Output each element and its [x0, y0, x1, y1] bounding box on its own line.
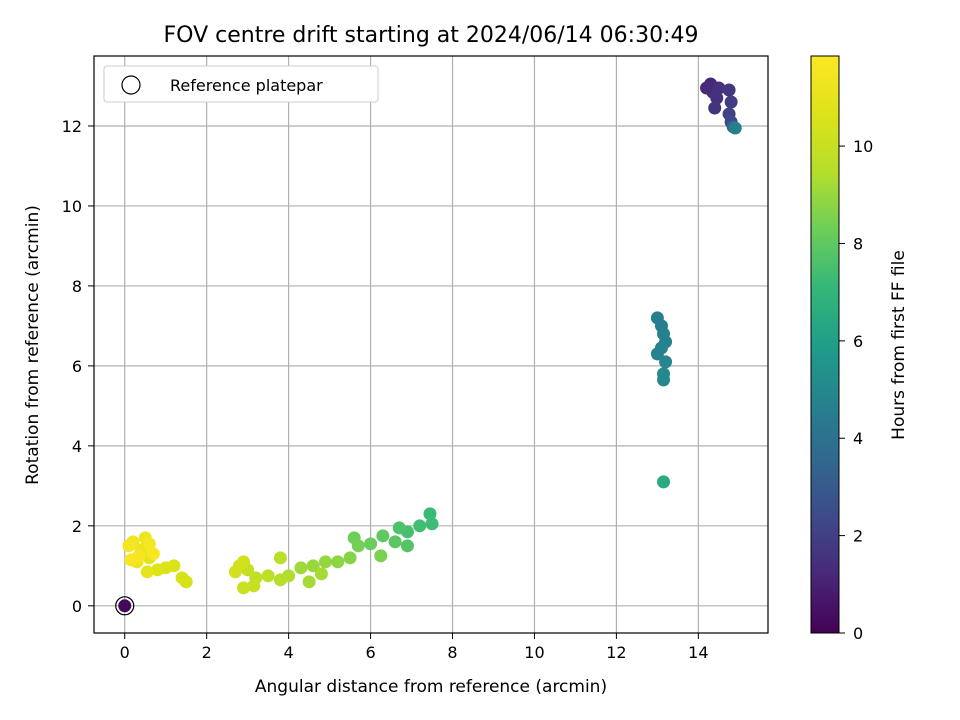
colorbar-tick-label: 0 — [853, 624, 863, 643]
data-point — [261, 569, 275, 583]
data-point — [654, 341, 668, 355]
y-tick-label: 8 — [72, 277, 82, 296]
data-point — [351, 539, 365, 553]
data-point — [400, 539, 414, 553]
data-point — [423, 507, 437, 521]
legend-reference-marker — [121, 75, 141, 95]
data-point — [247, 579, 261, 593]
data-point — [710, 91, 724, 105]
colorbar-tick-label: 6 — [853, 332, 863, 351]
data-point — [722, 83, 736, 97]
data-point — [376, 529, 390, 543]
x-tick-label: 0 — [120, 643, 130, 662]
data-point — [657, 475, 671, 489]
colorbar-tick-label: 2 — [853, 527, 863, 546]
data-point — [306, 559, 320, 573]
y-tick-label: 12 — [62, 117, 82, 136]
data-point — [413, 519, 427, 533]
legend-label: Reference platepar — [170, 76, 323, 95]
data-point — [314, 567, 328, 581]
data-point — [728, 121, 742, 135]
chart-title: FOV centre drift starting at 2024/06/14 … — [164, 23, 699, 48]
data-point — [318, 555, 332, 569]
data-point — [175, 571, 189, 585]
data-point — [228, 565, 242, 579]
x-tick-label: 6 — [365, 643, 375, 662]
x-tick-label: 12 — [606, 643, 626, 662]
y-tick-label: 10 — [62, 197, 82, 216]
data-point — [124, 553, 138, 567]
data-point — [142, 537, 156, 551]
data-point — [659, 355, 673, 369]
colorbar-tick-label: 8 — [853, 234, 863, 253]
data-point — [140, 565, 154, 579]
y-tick-label: 6 — [72, 357, 82, 376]
legend-box — [103, 65, 379, 103]
y-axis-ticks: 0 2 4 6 8 10 12 — [62, 117, 94, 616]
x-tick-label: 14 — [688, 643, 708, 662]
x-axis-ticks: 0 2 4 6 8 10 12 14 — [120, 633, 709, 662]
y-axis-label: Rotation from reference (arcmin) — [23, 205, 43, 485]
data-point — [392, 521, 406, 535]
x-tick-label: 2 — [202, 643, 212, 662]
legend: Reference platepar — [103, 65, 379, 103]
y-tick-label: 0 — [72, 597, 82, 616]
data-point — [700, 81, 714, 95]
data-point — [273, 573, 287, 587]
y-tick-label: 4 — [72, 437, 82, 456]
reference-platepar-marker — [115, 596, 135, 616]
data-point — [708, 101, 722, 115]
data-point — [331, 555, 345, 569]
data-point — [146, 547, 160, 561]
y-tick-label: 2 — [72, 517, 82, 536]
data-points — [115, 77, 742, 616]
data-point — [122, 539, 136, 553]
colorbar-label: Hours from first FF file — [889, 250, 909, 440]
colorbar-ticks: 0 2 4 6 8 10 — [839, 137, 873, 643]
colorbar-tick-label: 4 — [853, 429, 863, 448]
data-point — [724, 95, 738, 109]
data-point — [294, 561, 308, 575]
data-point — [151, 563, 165, 577]
data-point — [302, 575, 316, 589]
data-point — [657, 373, 671, 387]
data-point — [388, 535, 402, 549]
x-tick-label: 8 — [447, 643, 457, 662]
colorbar — [810, 55, 840, 634]
x-tick-label: 4 — [284, 643, 294, 662]
data-point — [425, 517, 439, 531]
data-point — [273, 551, 287, 565]
data-point — [364, 537, 378, 551]
colorbar-tick-label: 10 — [853, 137, 873, 156]
x-tick-label: 10 — [524, 643, 544, 662]
data-point — [374, 549, 388, 563]
data-point — [712, 81, 726, 95]
data-point — [118, 599, 132, 613]
plot-frame — [93, 55, 769, 634]
data-point — [237, 581, 251, 595]
data-point — [343, 551, 357, 565]
x-axis-label: Angular distance from reference (arcmin) — [255, 677, 607, 697]
data-point — [237, 555, 251, 569]
